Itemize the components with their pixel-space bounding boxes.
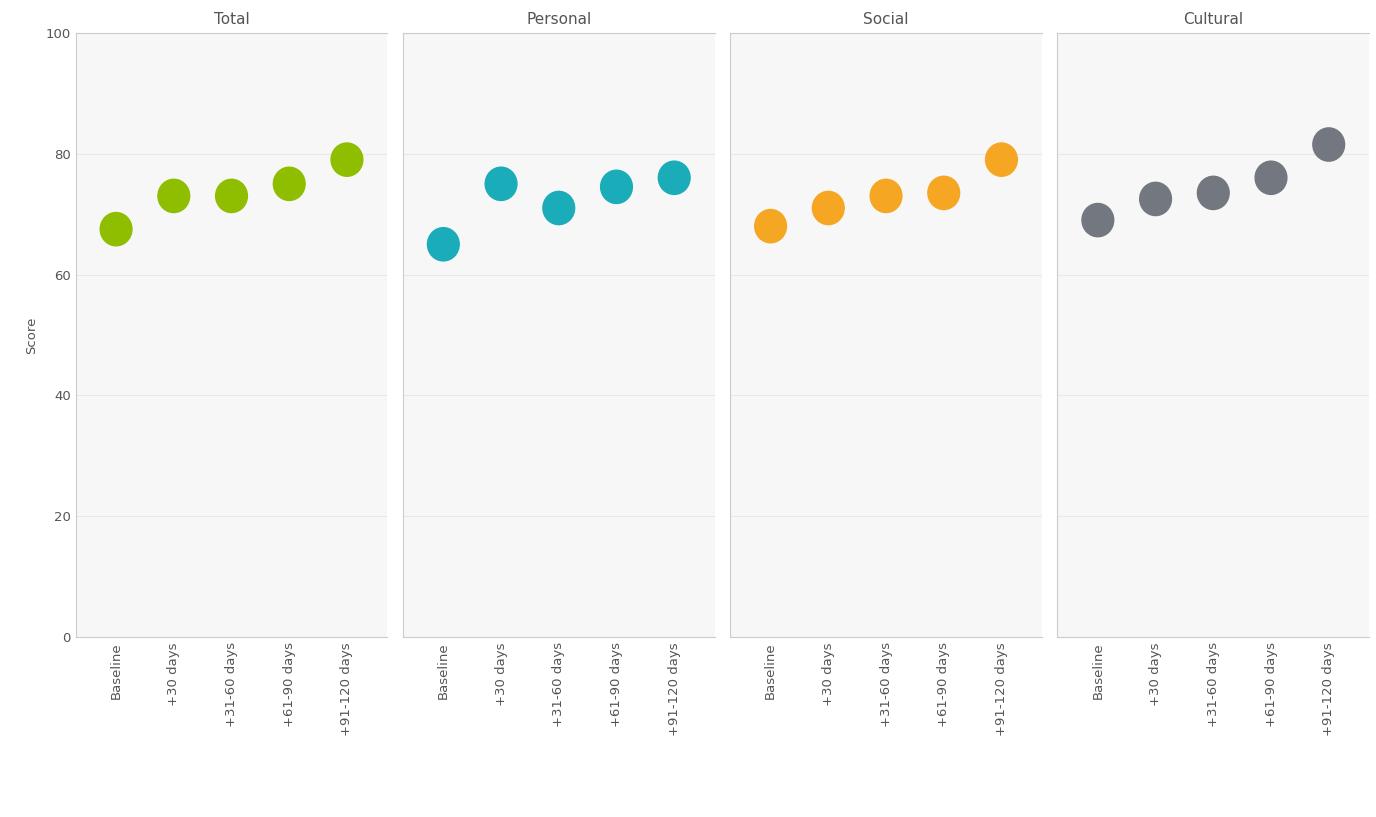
Ellipse shape <box>158 179 190 212</box>
Title: Social: Social <box>863 12 908 27</box>
Ellipse shape <box>754 209 787 243</box>
Ellipse shape <box>486 167 517 200</box>
Title: Total: Total <box>213 12 249 27</box>
Ellipse shape <box>870 179 901 212</box>
Title: Personal: Personal <box>526 12 592 27</box>
Ellipse shape <box>428 228 460 261</box>
Title: Cultural: Cultural <box>1183 12 1244 27</box>
Ellipse shape <box>1139 182 1171 216</box>
Ellipse shape <box>216 179 248 212</box>
Ellipse shape <box>927 176 959 209</box>
Ellipse shape <box>1082 203 1113 237</box>
Ellipse shape <box>658 161 691 194</box>
Ellipse shape <box>100 212 132 246</box>
Ellipse shape <box>812 191 845 225</box>
Ellipse shape <box>985 143 1017 176</box>
Ellipse shape <box>544 191 575 225</box>
Ellipse shape <box>274 167 305 200</box>
Y-axis label: Score: Score <box>26 316 39 354</box>
Ellipse shape <box>1197 176 1229 209</box>
Ellipse shape <box>600 170 633 203</box>
Ellipse shape <box>1313 128 1344 161</box>
Ellipse shape <box>332 143 363 176</box>
Ellipse shape <box>1255 161 1287 194</box>
